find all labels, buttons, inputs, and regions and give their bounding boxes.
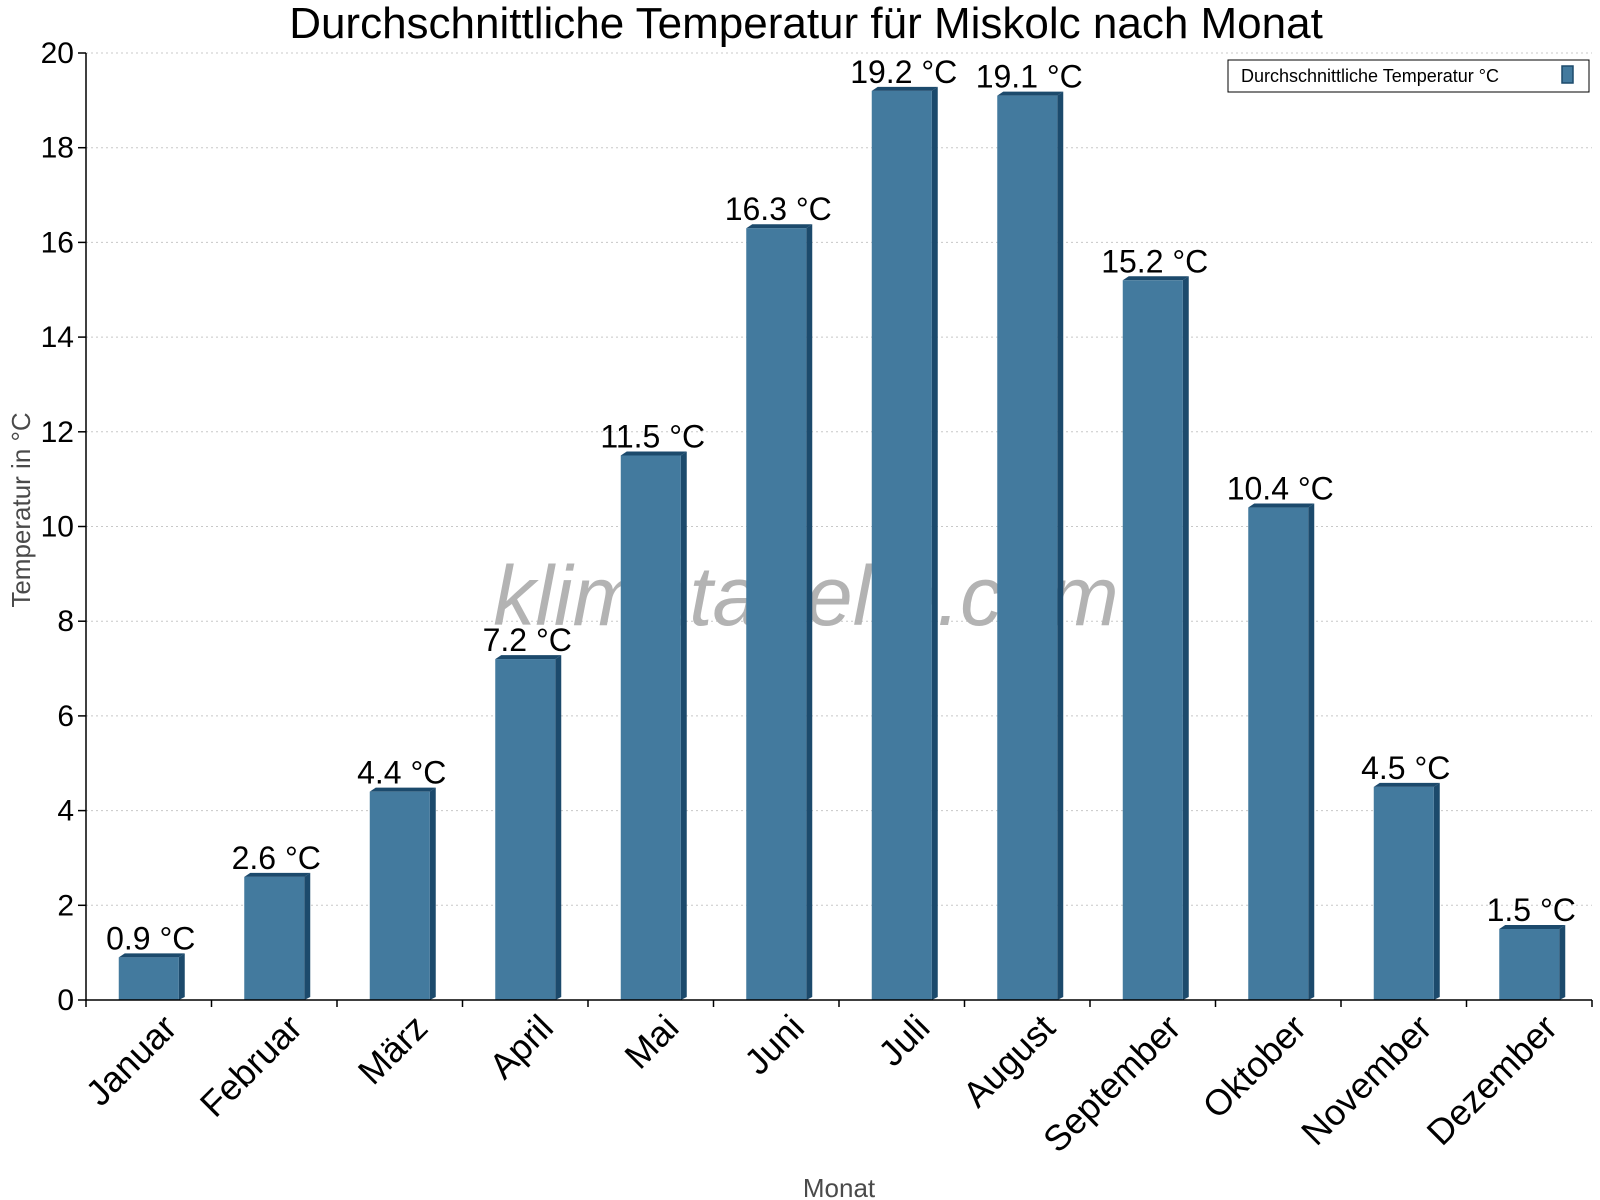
data-label: 4.5 °C [1361,750,1450,786]
bar-side [1057,91,1064,1001]
bar-face [997,95,1058,1001]
data-label: 10.4 °C [1227,471,1334,507]
x-tick-label: Juli [870,1007,937,1074]
x-tick-label: Februar [192,1007,310,1125]
data-labels: 0.9 °C 2.6 °C 4.4 °C 7.2 °C 11.5 °C 16.3 °C 19… [106,54,1576,957]
bar-side [931,86,938,1000]
y-tick-label: 6 [57,700,74,733]
bar-side [680,451,687,1001]
data-label: 15.2 °C [1101,243,1208,279]
bar-oktober [1248,503,1315,1000]
bar-top [1248,503,1315,508]
legend-box [1227,59,1590,93]
bar-side [429,787,436,1000]
x-tick-label: April [481,1007,561,1087]
bar-top [1499,924,1566,929]
x-tick-label: März [350,1007,436,1093]
x-tick-label: Januar [78,1007,185,1114]
x-tick-label: Oktober [1194,1007,1314,1127]
y-tick-label: 4 [57,795,74,828]
y-tick-label: 0 [57,984,74,1017]
y-tick-label: 16 [41,226,74,259]
bar-top [1122,276,1189,281]
x-tick-label: Juni [736,1007,812,1083]
bar-top [369,787,436,792]
bar-top [244,872,311,877]
bar-top [118,953,185,958]
bar-dezember [1499,924,1566,1000]
legend: Durchschnittliche Temperatur °C [1227,59,1590,93]
bar-mai [620,451,687,1001]
bar-november [1373,782,1440,1000]
bar-märz [369,787,436,1000]
bar-side [1559,924,1566,1000]
bar-face [620,455,681,1001]
y-tick-label: 20 [41,37,74,70]
bar-face [118,957,179,1000]
data-label: 11.5 °C [600,418,705,454]
y-tick-label: 12 [41,416,74,449]
bar-januar [118,953,185,1000]
data-label: 1.5 °C [1487,892,1576,928]
bar-face [495,659,556,1000]
bar-side [1433,782,1440,1000]
bar-face [1373,786,1434,1000]
gridlines [86,52,1592,906]
x-tick-label: November [1293,1007,1439,1153]
bar-september [1122,276,1189,1000]
y-tick-label: 18 [41,132,74,165]
data-label: 4.4 °C [357,755,446,791]
bar-juli [871,86,938,1000]
bar-face [1122,280,1183,1000]
y-tick-label: 14 [41,321,74,354]
bar-side [555,655,562,1000]
y-tick-label: 10 [41,511,74,544]
bar-april [495,655,562,1000]
x-axis-label: Monat [803,1173,876,1200]
bar-face [746,228,807,1000]
x-tick-label: September [1035,1007,1189,1161]
bar-juni [746,224,813,1000]
y-tick-label: 2 [57,889,74,922]
bar-face [1499,928,1560,1000]
bar-face [244,876,305,1000]
bar-top [871,86,938,91]
bar-side [1308,503,1315,1000]
bar-august [997,91,1064,1001]
y-tick-label: 8 [57,605,74,638]
bar-side [1182,276,1189,1000]
x-tick-label: August [955,1007,1063,1115]
data-label: 19.2 °C [850,54,957,90]
data-label: 16.3 °C [725,191,832,227]
bar-top [495,655,562,660]
bar-side [304,872,311,1000]
bar-top [997,91,1064,96]
bar-face [369,791,430,1000]
legend-swatch [1561,65,1574,84]
x-axis-ticks: Januar Februar März April Mai Juni Juli AugustS… [78,1000,1593,1161]
bar-side [178,953,185,1000]
chart-title: Durchschnittliche Temperatur für Miskolc… [289,0,1323,48]
x-tick-label: Dezember [1418,1007,1564,1153]
bar-top [620,451,687,456]
data-label: 7.2 °C [483,622,572,658]
bars [118,86,1566,1001]
data-label: 2.6 °C [232,840,321,876]
legend-label: Durchschnittliche Temperatur °C [1241,66,1499,86]
bar-face [1248,507,1309,1000]
bar-top [1373,782,1440,787]
y-axis-ticks: 0 2 4 6 8 10 12 14 16 18 20 [41,37,86,1017]
bar-side [806,224,813,1000]
data-label: 0.9 °C [106,920,195,956]
y-axis-label: Temperatur in °C [6,412,36,607]
bar-top [746,224,813,229]
bar-februar [244,872,311,1000]
x-tick-label: Mai [616,1007,686,1077]
bar-face [871,90,932,1000]
data-label: 19.1 °C [976,59,1083,95]
